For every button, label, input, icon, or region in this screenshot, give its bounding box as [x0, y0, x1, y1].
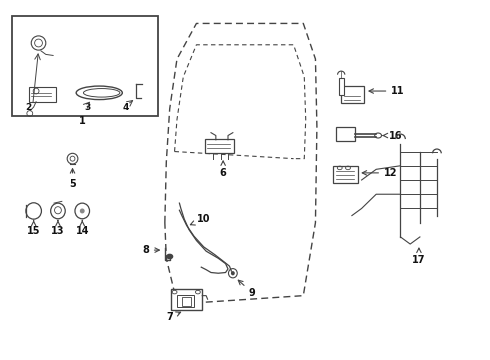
- Text: 9: 9: [238, 280, 256, 298]
- Text: 5: 5: [69, 169, 76, 189]
- Bar: [333, 166, 358, 183]
- Bar: [341, 86, 364, 103]
- Text: 3: 3: [84, 103, 90, 112]
- Bar: [182, 297, 191, 306]
- Text: 1: 1: [79, 116, 86, 126]
- Text: 13: 13: [51, 220, 65, 236]
- Bar: [177, 294, 194, 307]
- Text: 6: 6: [220, 161, 226, 178]
- Text: 4: 4: [123, 103, 129, 112]
- Text: 2: 2: [25, 103, 32, 112]
- Text: 8: 8: [142, 245, 159, 255]
- Circle shape: [167, 255, 172, 258]
- Bar: [339, 77, 343, 95]
- Bar: [29, 87, 55, 102]
- Bar: [12, 16, 158, 116]
- Text: 16: 16: [383, 131, 402, 140]
- Text: 12: 12: [362, 168, 397, 178]
- Bar: [336, 127, 355, 141]
- Text: 15: 15: [27, 220, 40, 236]
- Bar: [171, 288, 202, 310]
- Text: 17: 17: [412, 248, 426, 265]
- Bar: [205, 139, 234, 153]
- Text: 11: 11: [369, 86, 405, 96]
- Text: 7: 7: [166, 312, 181, 322]
- Text: 14: 14: [75, 220, 89, 236]
- Text: 10: 10: [191, 214, 210, 225]
- Ellipse shape: [80, 208, 85, 213]
- Ellipse shape: [231, 271, 235, 275]
